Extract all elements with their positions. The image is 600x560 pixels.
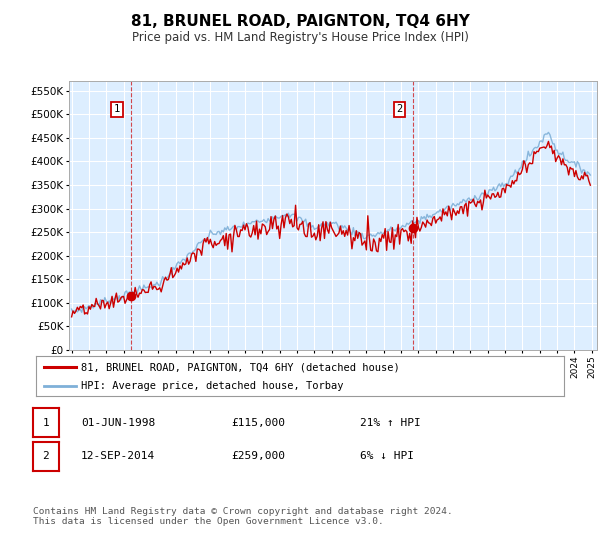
Text: 01-JUN-1998: 01-JUN-1998 — [81, 418, 155, 428]
Text: 2: 2 — [397, 105, 403, 114]
Text: 81, BRUNEL ROAD, PAIGNTON, TQ4 6HY: 81, BRUNEL ROAD, PAIGNTON, TQ4 6HY — [131, 14, 469, 29]
Text: Price paid vs. HM Land Registry's House Price Index (HPI): Price paid vs. HM Land Registry's House … — [131, 31, 469, 44]
Text: HPI: Average price, detached house, Torbay: HPI: Average price, detached house, Torb… — [81, 381, 343, 391]
Text: 6% ↓ HPI: 6% ↓ HPI — [360, 451, 414, 461]
Text: 12-SEP-2014: 12-SEP-2014 — [81, 451, 155, 461]
Text: 81, BRUNEL ROAD, PAIGNTON, TQ4 6HY (detached house): 81, BRUNEL ROAD, PAIGNTON, TQ4 6HY (deta… — [81, 362, 400, 372]
Text: £259,000: £259,000 — [231, 451, 285, 461]
Text: 21% ↑ HPI: 21% ↑ HPI — [360, 418, 421, 428]
Text: 1: 1 — [43, 418, 49, 428]
Text: 2: 2 — [43, 451, 49, 461]
Text: 1: 1 — [114, 105, 120, 114]
Text: Contains HM Land Registry data © Crown copyright and database right 2024.
This d: Contains HM Land Registry data © Crown c… — [33, 507, 453, 526]
Text: £115,000: £115,000 — [231, 418, 285, 428]
